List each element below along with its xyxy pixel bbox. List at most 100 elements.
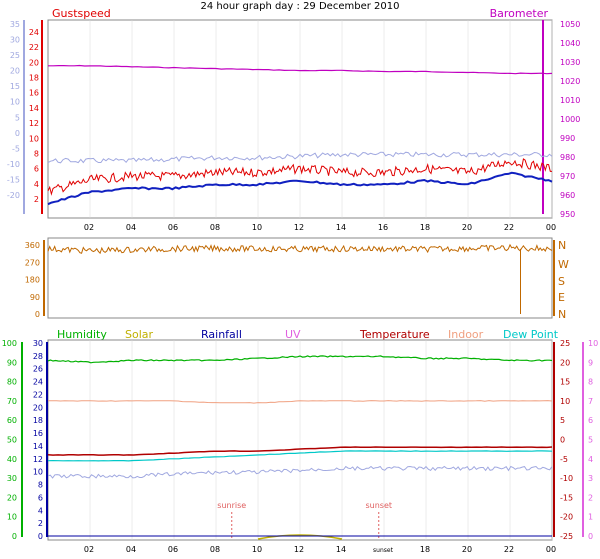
temperature-tick-label: 10 xyxy=(560,397,570,406)
bottom-x-tick-label: 20 xyxy=(462,545,472,554)
gust-tick-label: 8 xyxy=(34,149,39,158)
rainfall-tick-label: 4 xyxy=(38,506,43,515)
legend-item: Humidity xyxy=(57,328,107,341)
uv-tick-label: 9 xyxy=(588,358,593,367)
temperature-tick-label: 5 xyxy=(560,416,565,425)
top-temp-tick-label: -15 xyxy=(7,175,20,184)
uv-tick-label: 6 xyxy=(588,416,593,425)
compass-label: W xyxy=(558,258,569,271)
solar-line xyxy=(257,534,343,540)
top-x-tick-label: 02 xyxy=(84,223,94,232)
gust-tick-label: 6 xyxy=(34,165,39,174)
top-x-tick-label: 20 xyxy=(462,223,472,232)
top-x-tick-label: 08 xyxy=(210,223,220,232)
baro-tick-label: 990 xyxy=(560,134,575,143)
gust-tick-label: 14 xyxy=(29,104,39,113)
chart-title: 24 hour graph day : 29 December 2010 xyxy=(201,1,400,12)
uv-tick-label: 3 xyxy=(588,474,593,483)
bottom-x-tick-label: 12 xyxy=(294,545,304,554)
top-x-tick-label: 12 xyxy=(294,223,304,232)
rainfall-tick-label: 28 xyxy=(33,352,43,361)
bottom-x-tick-label: sunset xyxy=(373,547,394,554)
humidity-tick-label: 80 xyxy=(7,378,17,387)
direction-tick-label: 360 xyxy=(25,241,40,250)
compass-label: N xyxy=(558,239,566,252)
bottom-x-tick-label: 06 xyxy=(168,545,178,554)
bottom-x-tick-label: 04 xyxy=(126,545,136,554)
top-temp-tick-label: -5 xyxy=(12,144,20,153)
gust-tick-label: 22 xyxy=(29,43,39,52)
legend-item: Temperature xyxy=(359,328,430,341)
baro-tick-label: 1020 xyxy=(560,77,580,86)
temperature-tick-label: 0 xyxy=(560,436,565,445)
rainfall-tick-label: 18 xyxy=(33,416,43,425)
humidity-line xyxy=(47,355,553,364)
rainfall-tick-label: 8 xyxy=(38,481,43,490)
top-temp-tick-label: -10 xyxy=(7,160,20,169)
legend-item: Dew Point xyxy=(503,328,559,341)
gust-tick-label: 10 xyxy=(29,134,39,143)
rainfall-tick-label: 24 xyxy=(33,378,43,387)
uv-tick-label: 4 xyxy=(588,455,593,464)
top-temp-tick-label: 15 xyxy=(10,82,20,91)
top-x-tick-label: 16 xyxy=(378,223,388,232)
wind-average-line xyxy=(47,171,553,206)
top-temp-tick-label: -20 xyxy=(7,191,20,200)
rainfall-tick-label: 12 xyxy=(33,455,43,464)
humidity-tick-label: 70 xyxy=(7,397,17,406)
rainfall-tick-label: 16 xyxy=(33,429,43,438)
compass-label: S xyxy=(558,275,565,288)
bottom-x-tick-label: 10 xyxy=(252,545,262,554)
temperature-line xyxy=(47,446,553,456)
humidity-tick-label: 20 xyxy=(7,493,17,502)
gust-line xyxy=(47,158,552,196)
rainfall-tick-label: 0 xyxy=(38,532,43,541)
humidity-tick-label: 10 xyxy=(7,513,17,522)
rainfall-tick-label: 14 xyxy=(33,442,43,451)
top-x-tick-label: 04 xyxy=(126,223,136,232)
rainfall-tick-label: 10 xyxy=(33,468,43,477)
bottom-x-tick-label: 02 xyxy=(84,545,94,554)
legend-item: Indoor xyxy=(448,328,484,341)
rainfall-tick-label: 20 xyxy=(33,403,43,412)
temperature-tick-label: -15 xyxy=(560,493,573,502)
humidity-tick-label: 100 xyxy=(2,339,17,348)
legend-item: Solar xyxy=(125,328,154,341)
direction-tick-label: 180 xyxy=(25,276,40,285)
temperature-tick-label: 25 xyxy=(560,339,570,348)
top-x-tick-label: 14 xyxy=(336,223,346,232)
rainfall-tick-label: 2 xyxy=(38,519,43,528)
compass-label: N xyxy=(558,308,566,321)
baro-tick-label: 970 xyxy=(560,172,575,181)
humidity-tick-label: 30 xyxy=(7,474,17,483)
baro-tick-label: 1040 xyxy=(560,39,580,48)
top-temp-tick-label: 35 xyxy=(10,20,20,29)
top-temp-tick-label: 5 xyxy=(15,113,20,122)
uv-tick-label: 1 xyxy=(588,513,593,522)
dewpoint-line xyxy=(47,450,553,462)
top-x-tick-label: 06 xyxy=(168,223,178,232)
temperature-tick-label: -10 xyxy=(560,474,573,483)
uv-tick-label: 7 xyxy=(588,397,593,406)
rainfall-tick-label: 6 xyxy=(38,493,43,502)
humidity-tick-label: 50 xyxy=(7,436,17,445)
bottom-x-tick-label: 00 xyxy=(546,545,556,554)
baro-tick-label: 1050 xyxy=(560,20,580,29)
baro-tick-label: 960 xyxy=(560,191,575,200)
barometer-line xyxy=(48,64,553,75)
humidity-tick-label: 40 xyxy=(7,455,17,464)
top-x-tick-label: 18 xyxy=(420,223,430,232)
legend-item: UV xyxy=(285,328,301,341)
top-x-tick-label: 00 xyxy=(546,223,556,232)
sunrise-label: sunrise xyxy=(217,501,246,510)
temperature-tick-label: -25 xyxy=(560,532,573,541)
temperature-tick-label: 20 xyxy=(560,358,570,367)
direction-tick-label: 270 xyxy=(25,258,40,267)
direction-tick-label: 90 xyxy=(30,293,40,302)
uv-tick-label: 2 xyxy=(588,493,593,502)
direction-tick-label: 0 xyxy=(35,310,40,319)
legend-item: Rainfall xyxy=(201,328,242,341)
direction-line xyxy=(47,243,553,255)
gust-tick-label: 24 xyxy=(29,28,39,37)
